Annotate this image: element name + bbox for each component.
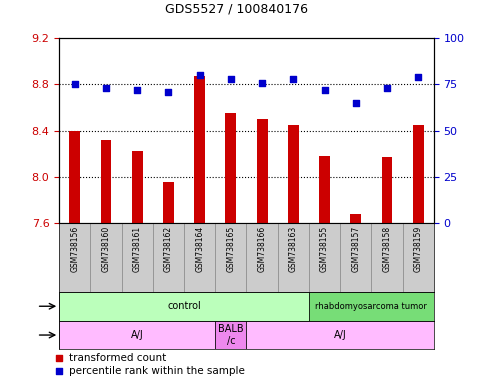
Text: GSM738155: GSM738155 xyxy=(320,226,329,272)
Text: transformed count: transformed count xyxy=(69,353,166,363)
Bar xyxy=(382,157,392,223)
Text: GSM738157: GSM738157 xyxy=(352,226,360,272)
Text: percentile rank within the sample: percentile rank within the sample xyxy=(69,366,245,376)
Point xyxy=(55,355,63,361)
Point xyxy=(227,76,235,82)
Text: rhabdomyosarcoma tumor: rhabdomyosarcoma tumor xyxy=(316,302,427,311)
Bar xyxy=(309,292,434,321)
Bar xyxy=(319,156,330,223)
Point xyxy=(289,76,297,82)
Text: GSM738160: GSM738160 xyxy=(102,226,110,272)
Point xyxy=(165,89,173,95)
Point xyxy=(55,368,63,374)
Bar xyxy=(225,113,236,223)
Bar xyxy=(413,125,423,223)
Bar xyxy=(59,321,215,349)
Bar xyxy=(351,214,361,223)
Point xyxy=(383,85,391,91)
Text: GSM738161: GSM738161 xyxy=(133,226,141,272)
Bar xyxy=(215,321,246,349)
Point xyxy=(414,74,422,80)
Bar xyxy=(59,292,309,321)
Bar xyxy=(132,151,142,223)
Bar xyxy=(101,140,111,223)
Text: GSM738156: GSM738156 xyxy=(70,226,79,272)
Text: GSM738166: GSM738166 xyxy=(258,226,267,272)
Text: GSM738158: GSM738158 xyxy=(383,226,391,272)
Point xyxy=(258,79,266,86)
Bar xyxy=(194,76,205,223)
Bar xyxy=(288,125,299,223)
Text: A/J: A/J xyxy=(131,330,143,340)
Point xyxy=(196,72,204,78)
Bar xyxy=(246,321,434,349)
Text: GSM738162: GSM738162 xyxy=(164,226,173,272)
Text: GDS5527 / 100840176: GDS5527 / 100840176 xyxy=(165,2,308,15)
Text: GSM738164: GSM738164 xyxy=(195,226,204,272)
Text: GSM738159: GSM738159 xyxy=(414,226,423,272)
Point xyxy=(71,81,79,88)
Bar xyxy=(70,131,80,223)
Text: BALB
/c: BALB /c xyxy=(218,324,244,346)
Text: control: control xyxy=(167,301,201,311)
Text: GSM738163: GSM738163 xyxy=(289,226,298,272)
Bar xyxy=(163,182,174,223)
Point xyxy=(133,87,141,93)
Bar xyxy=(257,119,268,223)
Point xyxy=(320,87,328,93)
Text: A/J: A/J xyxy=(334,330,347,340)
Point xyxy=(352,100,360,106)
Text: GSM738165: GSM738165 xyxy=(226,226,235,272)
Point xyxy=(102,85,110,91)
